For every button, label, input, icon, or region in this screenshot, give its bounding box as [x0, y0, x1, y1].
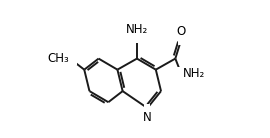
FancyBboxPatch shape	[128, 29, 146, 43]
FancyBboxPatch shape	[144, 104, 150, 117]
FancyBboxPatch shape	[174, 67, 191, 80]
Text: CH₃: CH₃	[47, 52, 69, 65]
FancyBboxPatch shape	[60, 52, 77, 65]
Text: NH₂: NH₂	[183, 67, 205, 80]
FancyBboxPatch shape	[178, 32, 184, 45]
Text: NH₂: NH₂	[126, 23, 148, 36]
Text: N: N	[143, 111, 152, 124]
Text: O: O	[177, 25, 186, 38]
